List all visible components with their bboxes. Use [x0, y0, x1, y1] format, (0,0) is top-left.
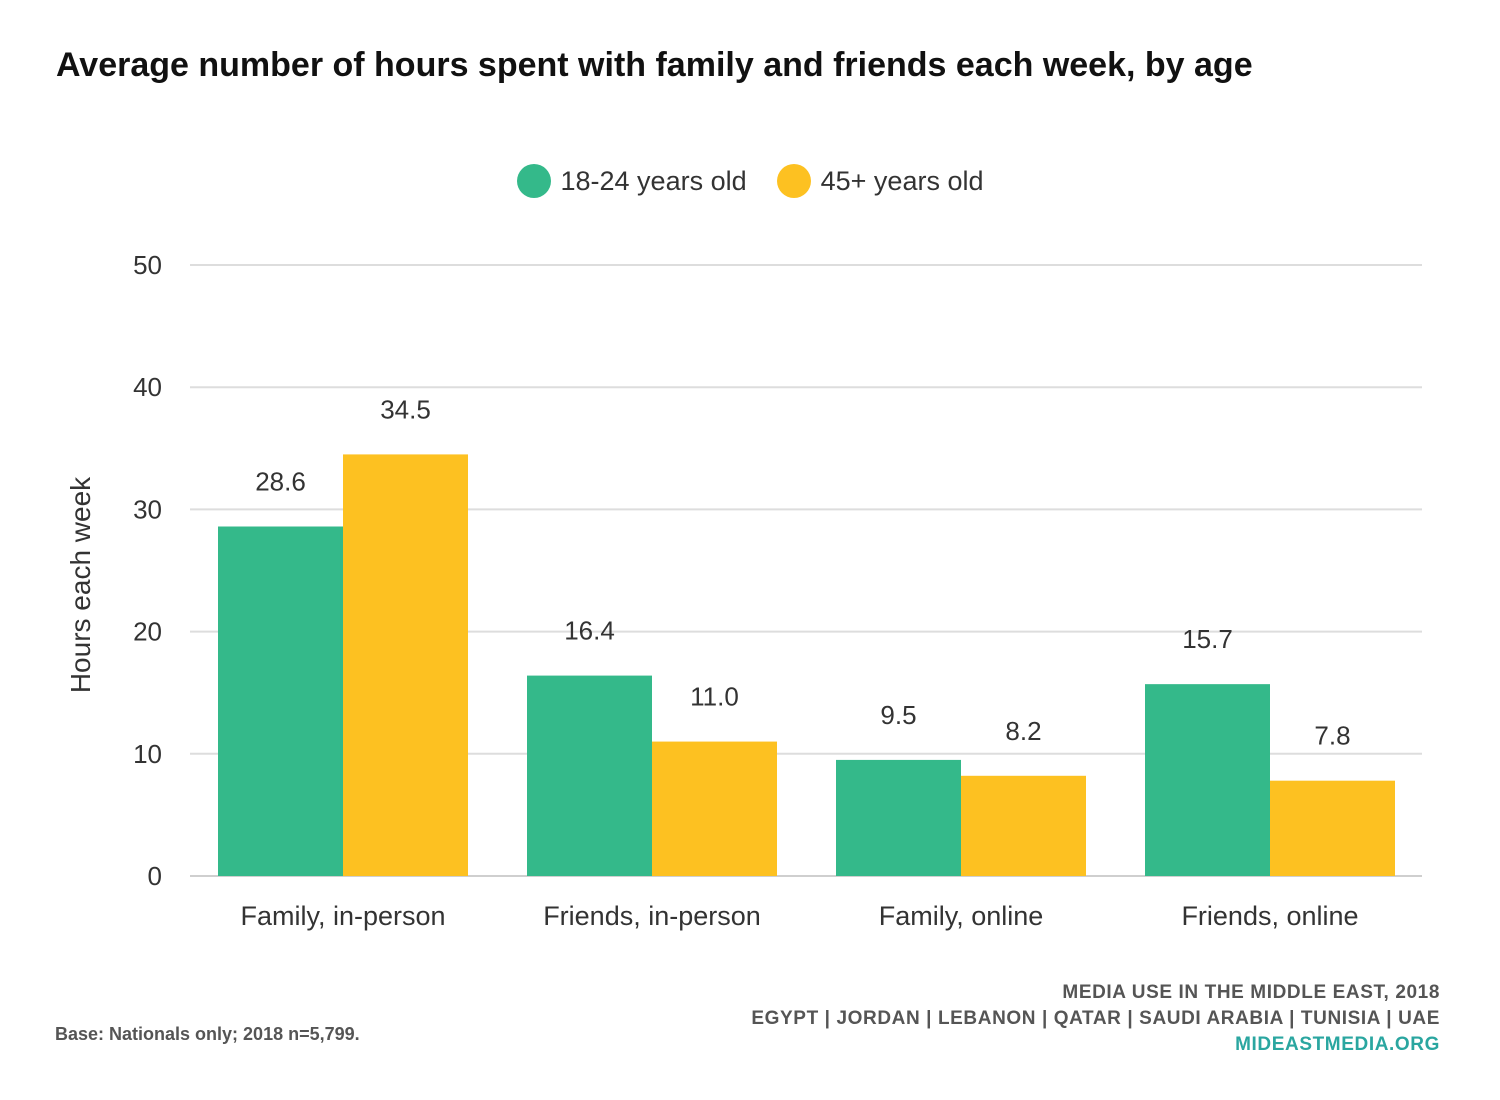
x-category-label: Family, online: [879, 901, 1044, 931]
y-tick-label: 20: [133, 617, 162, 647]
bar-18-24: [527, 675, 652, 876]
legend-swatch-18-24: [516, 164, 551, 198]
bars: [218, 454, 1395, 876]
data-label: 8.2: [1005, 716, 1041, 746]
y-tick-label: 10: [133, 739, 162, 769]
legend-item-18-24: 18-24 years old: [516, 164, 747, 198]
y-tick-label: 50: [133, 250, 162, 280]
bar-45-plus: [652, 741, 777, 876]
bar-18-24: [218, 526, 343, 876]
bar-45-plus: [343, 454, 468, 876]
data-labels: 28.6 34.5 16.4 11.0 9.5 8.2 15.7 7.8: [255, 394, 1350, 750]
data-label: 16.4: [564, 616, 615, 646]
y-tick-label: 0: [148, 861, 162, 891]
legend: 18-24 years old 45+ years old: [0, 160, 1500, 202]
base-note: Base: Nationals only; 2018 n=5,799.: [55, 1024, 360, 1044]
x-category-label: Friends, online: [1181, 901, 1358, 931]
x-axis-categories: Family, in-person Friends, in-person Famil…: [240, 901, 1358, 931]
data-label: 28.6: [255, 467, 306, 497]
y-axis-title: Hours each week: [65, 476, 96, 693]
bar-45-plus: [961, 775, 1086, 876]
data-label: 9.5: [880, 700, 916, 730]
legend-label-18-24: 18-24 years old: [560, 165, 747, 196]
legend-item-45-plus: 45+ years old: [776, 164, 984, 198]
bar-45-plus: [1270, 780, 1395, 876]
y-tick-label: 40: [133, 372, 162, 402]
legend-swatch-45-plus: [776, 164, 811, 198]
source-title: MEDIA USE IN THE MIDDLE EAST, 2018: [1062, 982, 1440, 1003]
bar-18-24: [836, 759, 961, 876]
data-label: 7.8: [1314, 721, 1350, 751]
data-label: 34.5: [380, 394, 431, 424]
data-label: 15.7: [1182, 624, 1233, 654]
chart-title: Average number of hours spent with famil…: [56, 46, 1253, 84]
data-label: 11.0: [690, 682, 739, 712]
x-category-label: Family, in-person: [240, 901, 445, 931]
source-url-link[interactable]: MIDEASTMEDIA.ORG: [1235, 1034, 1440, 1055]
bar-18-24: [1145, 684, 1270, 876]
y-tick-label: 30: [133, 494, 162, 524]
legend-label-45-plus: 45+ years old: [820, 165, 984, 196]
x-category-label: Friends, in-person: [543, 901, 761, 931]
source-countries: EGYPT | JORDAN | LEBANON | QATAR | SAUDI…: [751, 1008, 1440, 1029]
source-block: MEDIA USE IN THE MIDDLE EAST, 2018 EGYPT…: [751, 980, 1440, 1058]
y-axis-ticks: 0 10 20 30 40 50: [133, 250, 162, 891]
